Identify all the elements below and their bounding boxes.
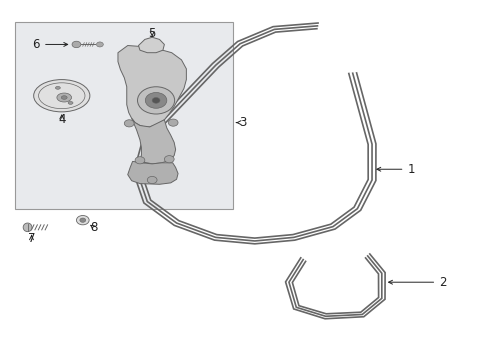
Ellipse shape <box>57 93 72 102</box>
Circle shape <box>152 98 160 103</box>
Polygon shape <box>128 161 178 184</box>
Polygon shape <box>132 118 175 164</box>
Text: 8: 8 <box>90 221 97 234</box>
Circle shape <box>97 42 103 47</box>
Ellipse shape <box>68 102 73 104</box>
Circle shape <box>164 156 174 163</box>
Circle shape <box>80 218 86 222</box>
Circle shape <box>168 119 178 126</box>
Text: 2: 2 <box>389 276 447 289</box>
Bar <box>15 22 233 209</box>
Polygon shape <box>118 45 186 127</box>
Text: 6: 6 <box>33 38 68 51</box>
Circle shape <box>146 93 167 108</box>
Circle shape <box>124 120 134 127</box>
Text: 5: 5 <box>148 27 156 40</box>
Text: 7: 7 <box>28 232 35 245</box>
Circle shape <box>76 216 89 225</box>
Text: 4: 4 <box>58 113 66 126</box>
Circle shape <box>147 176 157 184</box>
Circle shape <box>138 87 174 114</box>
Polygon shape <box>139 37 164 53</box>
Ellipse shape <box>55 86 60 89</box>
Ellipse shape <box>61 96 67 99</box>
Ellipse shape <box>23 223 32 231</box>
Text: 3: 3 <box>239 116 246 129</box>
Text: 1: 1 <box>377 163 415 176</box>
Ellipse shape <box>34 80 90 112</box>
Circle shape <box>72 41 81 48</box>
Circle shape <box>135 157 145 164</box>
